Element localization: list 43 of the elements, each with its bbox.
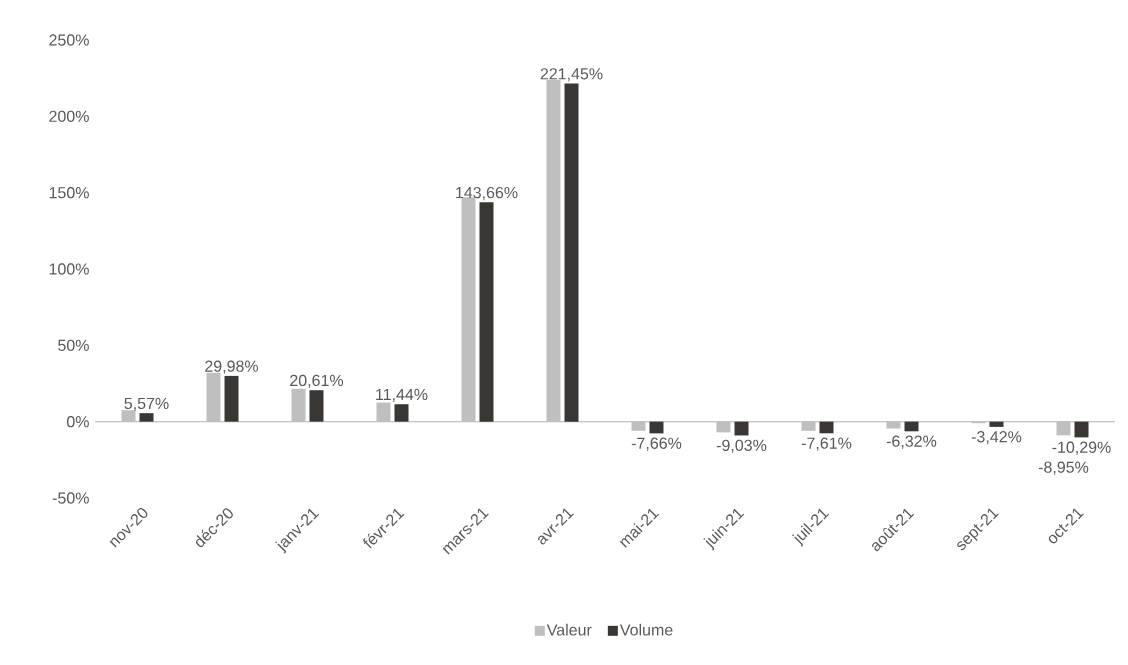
legend-label: Valeur xyxy=(546,623,592,636)
data-label: 5,57% xyxy=(124,397,169,411)
data-label: -3,42% xyxy=(971,431,1022,445)
bar xyxy=(801,421,816,431)
data-label: 20,61% xyxy=(290,374,344,388)
data-label: 221,45% xyxy=(540,68,603,82)
y-tick-label: 100% xyxy=(49,263,89,275)
bar xyxy=(989,421,1004,427)
bar xyxy=(394,404,409,422)
bar xyxy=(631,421,646,431)
bar xyxy=(904,421,919,432)
bar xyxy=(819,421,834,434)
bar xyxy=(716,421,731,433)
bar xyxy=(224,375,239,422)
y-tick-label: 200% xyxy=(49,110,89,122)
y-tick-label: 150% xyxy=(49,187,89,199)
data-label: 143,66% xyxy=(456,186,518,201)
data-label: -6,32% xyxy=(886,435,937,449)
bar xyxy=(1056,421,1071,436)
data-label: -10,29% xyxy=(1052,441,1111,455)
bar xyxy=(734,421,749,436)
data-label: -7,61% xyxy=(801,437,852,451)
data-label: 11,44% xyxy=(376,388,428,402)
legend-label: Volume xyxy=(619,623,673,636)
y-tick-label: -50% xyxy=(52,492,89,504)
bar xyxy=(479,202,494,422)
bar xyxy=(886,421,901,429)
data-label: -9,03% xyxy=(716,439,767,453)
y-tick-label: 50% xyxy=(58,339,89,351)
bar xyxy=(376,402,391,422)
data-label: -7,66% xyxy=(631,437,682,451)
bar xyxy=(139,413,154,422)
y-tick-label: 0% xyxy=(66,416,89,428)
bar xyxy=(649,421,664,434)
data-label: 29,98% xyxy=(205,360,259,374)
y-tick-label: 250% xyxy=(49,34,89,46)
bar xyxy=(564,83,579,422)
data-label: -8,95% xyxy=(1038,461,1089,475)
bar xyxy=(121,410,136,422)
bar xyxy=(1074,421,1089,438)
bar xyxy=(206,372,221,422)
bar xyxy=(309,390,324,422)
bar xyxy=(291,388,306,422)
